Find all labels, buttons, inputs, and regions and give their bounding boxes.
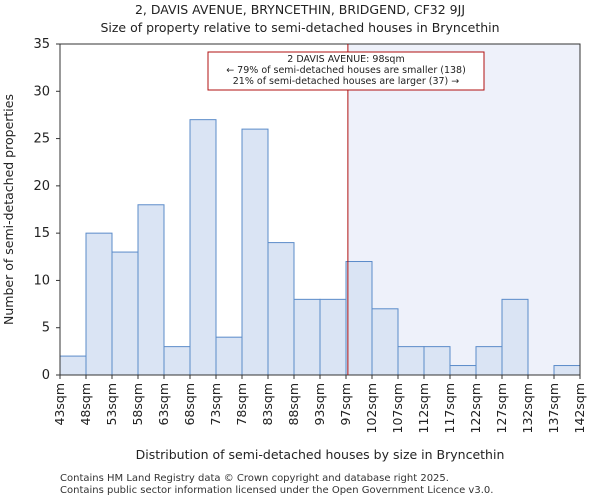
chart-title: 2, DAVIS AVENUE, BRYNCETHIN, BRIDGEND, C… <box>134 2 466 17</box>
footer-licence: Contains public sector information licen… <box>60 485 494 496</box>
bar-127sqm <box>501 298 529 376</box>
annotation-box <box>207 51 485 91</box>
x-tick-label: 102sqm <box>364 383 379 433</box>
bar-122sqm <box>475 346 503 376</box>
bar-102sqm <box>371 308 399 376</box>
x-tick-label: 88sqm <box>286 383 301 426</box>
y-axis-label: Number of semi-detached properties <box>1 94 16 325</box>
bar-112sqm <box>423 346 451 376</box>
x-tick-label: 83sqm <box>260 383 275 426</box>
bar-83sqm <box>267 242 295 376</box>
x-tick-label: 117sqm <box>442 383 457 433</box>
x-tick-label: 132sqm <box>520 383 535 433</box>
x-axis-label: Distribution of semi-detached houses by … <box>136 447 505 462</box>
x-tick-label: 48sqm <box>78 383 93 426</box>
bar-78sqm <box>241 128 269 376</box>
annotation-line-1: 2 DAVIS AVENUE: 98sqm <box>287 54 404 65</box>
y-tick-label: 10 <box>33 273 50 288</box>
chart-subtitle: Size of property relative to semi-detach… <box>100 20 500 35</box>
bar-88sqm <box>293 298 321 376</box>
x-tick-label: 112sqm <box>416 383 431 433</box>
y-tick-label: 25 <box>33 132 50 147</box>
bar-93sqm <box>319 298 347 376</box>
y-tick-label: 35 <box>33 37 50 52</box>
bar-63sqm <box>163 346 191 376</box>
bar-107sqm <box>397 346 425 376</box>
x-tick-label: 97sqm <box>338 383 353 426</box>
y-tick-label: 5 <box>42 321 50 336</box>
x-tick-label: 63sqm <box>156 383 171 426</box>
bar-58sqm <box>137 204 165 376</box>
x-tick-label: 53sqm <box>104 383 119 426</box>
y-tick-label: 30 <box>33 84 50 99</box>
x-tick-label: 68sqm <box>182 383 197 426</box>
bar-117sqm <box>449 365 477 376</box>
annotation-line-3: 21% of semi-detached houses are larger (… <box>233 76 460 87</box>
marker-annotation: 2 DAVIS AVENUE: 98sqm ← 79% of semi-deta… <box>207 51 485 91</box>
y-tick-label: 0 <box>42 368 50 383</box>
bar-53sqm <box>111 251 139 376</box>
x-tick-label: 73sqm <box>208 383 223 426</box>
annotation-line-2: ← 79% of semi-detached houses are smalle… <box>226 65 466 76</box>
bar-97sqm <box>345 261 373 376</box>
bar-48sqm <box>85 232 113 376</box>
x-tick-label: 127sqm <box>494 383 509 433</box>
x-tick-label: 122sqm <box>468 383 483 433</box>
x-tick-label: 93sqm <box>312 383 327 426</box>
x-tick-label: 107sqm <box>390 383 405 433</box>
bar-68sqm <box>189 119 217 376</box>
x-tick-label: 78sqm <box>234 383 249 426</box>
bar-137sqm <box>553 365 581 376</box>
y-tick-label: 15 <box>33 226 50 241</box>
footer-copyright: Contains HM Land Registry data © Crown c… <box>60 473 449 484</box>
bar-43sqm <box>59 355 87 376</box>
y-tick-label: 20 <box>33 179 50 194</box>
x-tick-label: 137sqm <box>546 383 561 433</box>
x-tick-label: 142sqm <box>572 383 587 433</box>
bar-73sqm <box>215 336 243 376</box>
x-tick-label: 43sqm <box>52 383 67 426</box>
x-tick-label: 58sqm <box>130 383 145 426</box>
